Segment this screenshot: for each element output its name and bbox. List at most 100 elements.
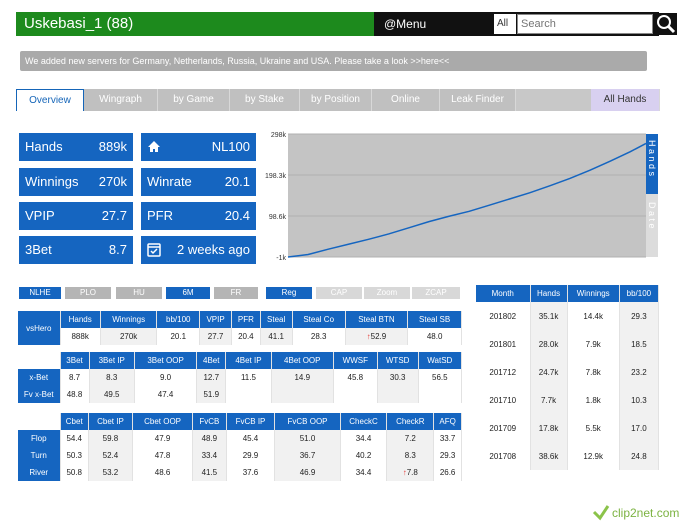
cell-steal-btn: ↑52.9	[345, 328, 409, 345]
table-cell: 35.1k	[530, 302, 568, 330]
search-button[interactable]	[655, 13, 677, 35]
col-cbet-oop: Cbet OOP	[132, 413, 194, 430]
tab-by-game[interactable]: by Game	[158, 89, 230, 111]
cell-vpip: 27.7	[199, 328, 233, 345]
table-cell: 7.9k	[567, 330, 620, 358]
table-cell	[333, 386, 378, 403]
table-cell: 12.9k	[567, 442, 620, 470]
watermark-text: clip2net.com	[612, 506, 679, 520]
row-label-flop: Flop	[18, 430, 61, 447]
stat-last-seen: 2 weeks ago	[141, 236, 256, 264]
table-row: 201710 7.7k 1.8k 10.3	[476, 386, 660, 414]
table-cell: 201802	[476, 302, 531, 330]
col-month: Month	[476, 285, 531, 302]
col-3bet-ip: 3Bet IP	[89, 352, 135, 369]
tab-wingraph[interactable]: Wingraph	[84, 89, 158, 111]
filter-zcap[interactable]: ZCAP	[412, 287, 460, 299]
table-cell: 7.2	[386, 430, 435, 447]
tab-hands-axis[interactable]	[646, 134, 658, 194]
search-input[interactable]	[517, 14, 653, 34]
col-cbet-ip: Cbet IP	[88, 413, 133, 430]
table-cell: 48.6	[132, 464, 194, 481]
row-label-vshero: vsHero	[18, 311, 61, 345]
filter-fr[interactable]: FR	[214, 287, 258, 299]
cell-steal-btn-value: 52.9	[370, 332, 387, 341]
table-row: 201708 38.6k 12.9k 24.8	[476, 442, 660, 470]
tab-online[interactable]: Online	[372, 89, 440, 111]
y-tick-label: 198.3k	[265, 173, 287, 180]
table-cell	[418, 386, 463, 403]
winnings-chart-svg: 298k 198.3k 98.6k -1k H a n d s D a t e	[265, 132, 658, 262]
check-icon	[592, 505, 610, 521]
table-cell: 33.4	[192, 447, 227, 464]
stat-vpip: VPIP 27.7	[19, 202, 133, 230]
tab-by-stake[interactable]: by Stake	[230, 89, 300, 111]
stat-winnings: Winnings 270k	[19, 168, 133, 196]
stats-table-postflop: Cbet Cbet IP Cbet OOP FvCB FvCB IP FvCB …	[18, 413, 462, 481]
tab-overview[interactable]: Overview	[16, 89, 84, 111]
table-cell: 201709	[476, 414, 531, 442]
up-arrow-icon: ↑	[366, 332, 371, 341]
table-cell: 17.0	[619, 414, 660, 442]
table-row: x-Bet 8.7 8.3 9.0 12.7 11.5 14.9 45.8 30…	[18, 369, 463, 386]
filter-reg[interactable]: Reg	[266, 287, 312, 299]
y-tick-label: 98.6k	[269, 214, 287, 221]
col-afq: AFQ	[433, 413, 462, 430]
stat-last-seen-value: 2 weeks ago	[177, 242, 250, 257]
winnings-chart: 298k 198.3k 98.6k -1k H a n d s D a t e	[262, 130, 658, 262]
col-vpip: VPIP	[199, 311, 233, 328]
menu-button[interactable]: @Menu	[384, 17, 427, 31]
search-scope-select[interactable]: All	[494, 14, 516, 34]
y-tick-label: 298k	[271, 132, 287, 139]
table-cell: 14.9	[271, 369, 334, 386]
table-cell: 46.9	[274, 464, 341, 481]
filter-6m[interactable]: 6M	[166, 287, 210, 299]
table-cell: ↑7.8	[386, 464, 435, 481]
col-hands: Hands	[60, 311, 101, 328]
stat-vpip-label: VPIP	[25, 208, 55, 223]
table-cell: 24.8	[619, 442, 660, 470]
col-wtsd: WTSD	[377, 352, 419, 369]
up-arrow-icon: ↑	[402, 468, 407, 477]
table-cell	[377, 386, 419, 403]
search-icon	[657, 15, 676, 34]
table-cell: 26.6	[433, 464, 462, 481]
table-row: 201801 28.0k 7.9k 18.5	[476, 330, 660, 358]
tab-by-position[interactable]: by Position	[300, 89, 372, 111]
filter-plo[interactable]: PLO	[65, 287, 111, 299]
table-cell: 201710	[476, 386, 531, 414]
stat-pfr: PFR 20.4	[141, 202, 256, 230]
filter-cap[interactable]: CAP	[316, 287, 362, 299]
table-cell: 45.4	[226, 430, 276, 447]
table-cell: 8.7	[60, 369, 90, 386]
table-cell: 28.0k	[530, 330, 568, 358]
tab-all-hands[interactable]: All Hands	[591, 89, 660, 111]
table-cell: 14.4k	[567, 302, 620, 330]
stat-hands-label: Hands	[25, 139, 63, 154]
notice-banner[interactable]: We added new servers for Germany, Nether…	[20, 51, 647, 71]
hands-axis-label: H a n d s	[647, 140, 657, 177]
chart-plot-area	[288, 134, 646, 257]
cell-steal-sb: 48.0	[407, 328, 462, 345]
table-row: Fv x-Bet 48.8 49.5 47.4 51.9	[18, 386, 463, 403]
table-cell: 34.4	[340, 464, 388, 481]
filter-zoom[interactable]: Zoom	[364, 287, 410, 299]
table-cell: 34.4	[340, 430, 388, 447]
col-steal-btn: Steal BTN	[345, 311, 409, 328]
col-pfr: PFR	[231, 311, 261, 328]
table-cell: 37.6	[226, 464, 276, 481]
col-checkc: CheckC	[340, 413, 388, 430]
col-4bet-ip: 4Bet IP	[225, 352, 272, 369]
filter-hu[interactable]: HU	[116, 287, 162, 299]
table-cell: 50.8	[60, 464, 89, 481]
table-cell: 30.3	[377, 369, 419, 386]
table-cell: 1.8k	[567, 386, 620, 414]
table-cell: 51.9	[196, 386, 227, 403]
tab-leak-finder[interactable]: Leak Finder	[440, 89, 516, 111]
stat-3bet-value: 8.7	[108, 242, 127, 257]
tab-date-axis[interactable]	[646, 194, 658, 257]
stat-hands: Hands 889k	[19, 133, 133, 161]
filter-nlhe[interactable]: NLHE	[19, 287, 61, 299]
table-cell: 40.2	[340, 447, 388, 464]
col-bb100: bb/100	[156, 311, 201, 328]
